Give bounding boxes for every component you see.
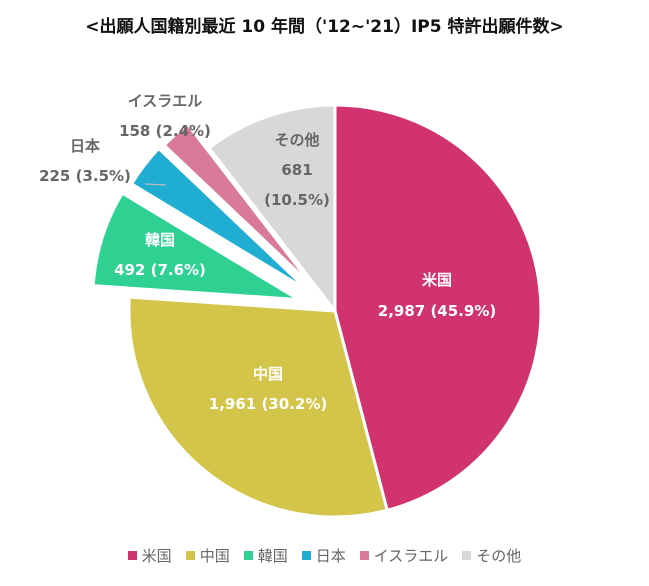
leader-line xyxy=(144,183,167,186)
legend-swatch xyxy=(127,551,137,560)
pie-slice-1 xyxy=(127,295,389,519)
legend-item: 米国 xyxy=(127,545,172,566)
chart-title: <出願人国籍別最近 10 年間（'12~'21）IP5 特許出願件数> xyxy=(85,17,564,37)
slice-label-value: 492 (7.6%) xyxy=(114,261,206,279)
legend-label: 日本 xyxy=(315,547,346,565)
legend-item: 日本 xyxy=(301,545,346,566)
legend-item: 中国 xyxy=(185,545,230,566)
pie-slice-3 xyxy=(130,146,310,292)
legend-label: 中国 xyxy=(199,547,230,565)
pie-slice-2 xyxy=(91,191,301,302)
legend-swatch xyxy=(462,551,472,560)
slice-label-name: その他 xyxy=(274,131,319,149)
slice-label-name: 米国 xyxy=(422,271,452,289)
legend-label: その他 xyxy=(476,547,522,565)
legend-item: その他 xyxy=(462,545,521,566)
legend-label: イスラエル xyxy=(373,547,449,565)
slice-label-name: 日本 xyxy=(70,137,100,155)
slice-label-value: 681 xyxy=(281,161,312,179)
legend-item: イスラエル xyxy=(359,545,449,566)
legend-swatch xyxy=(185,551,195,560)
legend-label: 韓国 xyxy=(257,547,288,565)
slice-label-value: 225 (3.5%) xyxy=(39,167,131,185)
slice-label-value: 1,961 (30.2%) xyxy=(209,395,327,413)
slice-label-value: 158 (2.4%) xyxy=(119,122,211,140)
pie-slice-4 xyxy=(162,122,316,289)
legend-swatch xyxy=(243,551,253,560)
slice-label-name: 韓国 xyxy=(145,231,175,249)
legend-label: 米国 xyxy=(141,547,172,565)
legend-item: 韓国 xyxy=(243,545,288,566)
slice-label-percent: (10.5%) xyxy=(264,191,330,209)
legend-swatch xyxy=(359,551,369,560)
slice-label-value: 2,987 (45.9%) xyxy=(378,302,496,320)
slice-label-name: イスラエル xyxy=(128,92,203,110)
legend-swatch xyxy=(301,551,311,560)
pie-slice-5 xyxy=(207,103,337,313)
slice-label-name: 中国 xyxy=(253,365,283,383)
pie-slice-0 xyxy=(333,103,543,512)
legend: 米国 中国 韓国 日本 イスラエル その他 xyxy=(0,545,649,566)
